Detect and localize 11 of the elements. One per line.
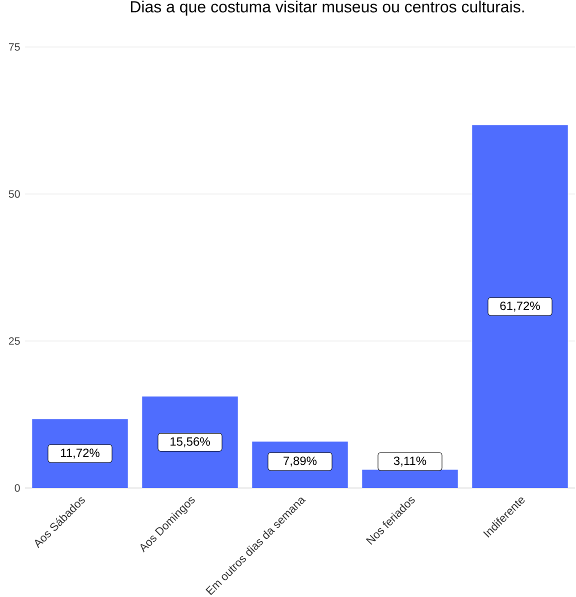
chart-title: Dias a que costuma visitar museus ou centros culturais. bbox=[130, 0, 524, 16]
bar bbox=[472, 125, 568, 488]
data-label: 61,72% bbox=[500, 302, 540, 312]
data-label: 11,72% bbox=[61, 448, 100, 458]
y-tick-label: 0 bbox=[14, 484, 20, 492]
data-label: 7,89% bbox=[284, 456, 317, 466]
y-tick-label: 25 bbox=[8, 337, 20, 345]
data-label: 15,56% bbox=[170, 437, 210, 448]
y-tick-label: 75 bbox=[8, 43, 20, 51]
data-label: 3,11% bbox=[394, 456, 426, 466]
y-tick-label: 50 bbox=[8, 190, 20, 198]
